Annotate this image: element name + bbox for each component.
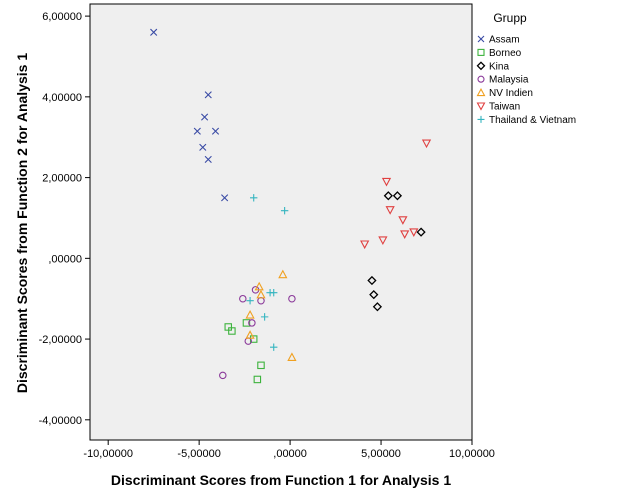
data-point	[245, 330, 255, 339]
legend-label: Taiwan	[489, 102, 520, 113]
data-point	[270, 343, 278, 351]
x-tick-label: ,00000	[273, 448, 307, 460]
y-tick-label: 4,00000	[42, 92, 82, 104]
data-point	[256, 289, 266, 299]
legend-label: Borneo	[489, 48, 522, 59]
legend-label: Kina	[489, 61, 509, 72]
legend-marker	[476, 61, 486, 71]
legend-marker	[476, 87, 486, 97]
data-point	[398, 216, 408, 225]
data-point	[270, 288, 278, 297]
data-point	[246, 297, 254, 305]
data-point	[257, 361, 265, 370]
data-point	[250, 194, 258, 202]
series-kina	[367, 191, 426, 312]
data-point	[193, 127, 201, 135]
data-point	[219, 371, 227, 380]
data-point	[150, 28, 158, 36]
legend-label: NV Indien	[489, 88, 533, 99]
data-point	[211, 127, 220, 135]
legend-marker	[476, 102, 486, 111]
series-taiwan	[360, 139, 432, 250]
data-point	[239, 294, 247, 303]
data-point	[369, 290, 379, 300]
series-assam	[150, 28, 229, 202]
legend-marker	[477, 35, 485, 43]
y-tick-label: 2,00000	[42, 173, 82, 185]
data-point	[360, 240, 370, 250]
y-axis-title: Discriminant Scores from Function 2 for …	[14, 53, 30, 393]
data-point	[248, 319, 256, 327]
legend-label: Assam	[489, 35, 520, 46]
y-tick-label: ,00000	[48, 253, 82, 265]
data-point	[201, 113, 209, 121]
data-point	[381, 177, 392, 187]
data-point	[409, 228, 419, 237]
y-tick-label: -4,00000	[39, 415, 82, 427]
legend-marker	[477, 75, 485, 83]
data-point	[288, 294, 296, 303]
data-point	[287, 352, 297, 361]
data-point	[280, 206, 289, 215]
data-point	[416, 227, 426, 237]
legend-label: Malaysia	[489, 75, 529, 86]
data-point	[228, 327, 236, 335]
data-point	[242, 319, 251, 327]
data-point	[253, 375, 262, 384]
legend-marker	[477, 115, 485, 123]
x-tick-label: 5,00000	[361, 448, 401, 460]
data-point	[367, 275, 377, 286]
data-point	[383, 191, 393, 201]
data-point	[204, 155, 212, 164]
data-point	[245, 309, 255, 319]
y-tick-label: -2,00000	[39, 334, 82, 346]
data-point	[204, 91, 212, 99]
data-point	[378, 236, 388, 246]
x-tick-label: -10,00000	[83, 448, 133, 460]
y-tick-label: 6,00000	[42, 11, 82, 23]
data-point	[385, 206, 395, 215]
x-tick-label: 10,00000	[449, 448, 495, 460]
x-tick-label: -5,00000	[177, 448, 220, 460]
series-nv-indien	[245, 269, 297, 361]
data-point	[199, 143, 207, 151]
plot-area	[89, 3, 473, 441]
legend-marker	[477, 48, 485, 56]
x-axis-title: Discriminant Scores from Function 1 for …	[111, 472, 451, 488]
data-point	[221, 194, 229, 202]
data-point	[400, 230, 410, 239]
series-thailand-vietnam	[246, 194, 289, 351]
data-point	[372, 302, 383, 312]
data-point	[254, 281, 264, 291]
axes: -10,00000 -5,00000 ,00000 5,00000 10,00000 -4…	[39, 11, 495, 460]
data-point	[421, 139, 432, 149]
legend: Grupp Assam Borneo Kina Malaysia NV Indien Ta…	[476, 11, 576, 126]
data-points	[150, 28, 432, 384]
data-point	[278, 269, 288, 279]
legend-title: Grupp	[493, 11, 527, 25]
legend-label: Thailand & Vietnam	[489, 115, 576, 126]
data-point	[260, 313, 269, 321]
data-point	[392, 191, 403, 201]
